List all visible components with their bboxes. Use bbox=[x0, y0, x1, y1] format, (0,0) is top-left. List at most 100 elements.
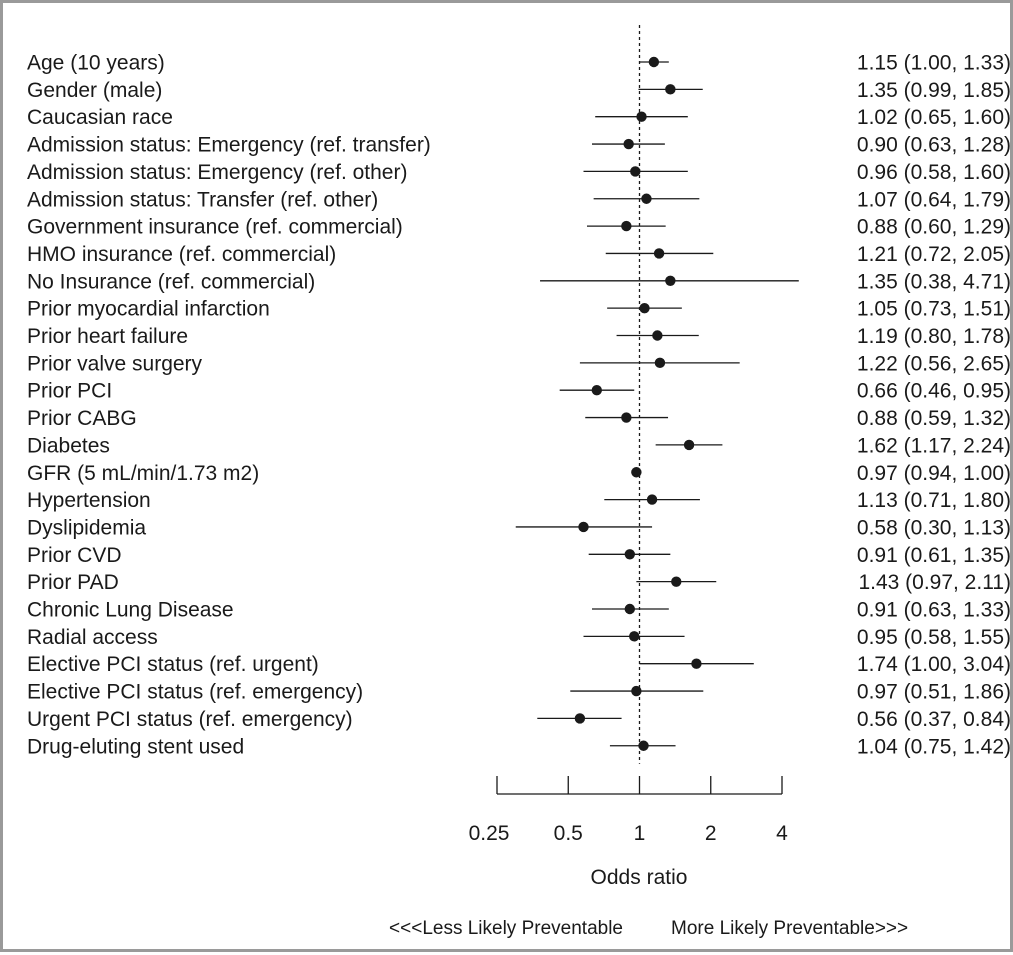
estimate-label: 1.15 (1.00, 1.33) bbox=[857, 52, 1011, 75]
point-estimate bbox=[654, 357, 666, 369]
estimate-label: 1.04 (0.75, 1.42) bbox=[857, 735, 1011, 758]
x-tick-label: 4 bbox=[776, 822, 788, 845]
estimate-label: 0.97 (0.94, 1.00) bbox=[857, 462, 1011, 485]
estimate-label: 1.35 (0.38, 4.71) bbox=[857, 270, 1011, 293]
row-label: Admission status: Emergency (ref. transf… bbox=[27, 134, 431, 157]
point-estimate bbox=[574, 713, 586, 724]
point-estimate bbox=[624, 549, 636, 560]
point-estimate bbox=[652, 330, 663, 341]
rows-layer: Age (10 years) 1.15 (1.00, 1.33) Gender (m… bbox=[27, 52, 1011, 759]
forest-row: Hypertension 1.13 (0.71, 1.80) bbox=[27, 489, 1011, 512]
forest-plot: Age (10 years) 1.15 (1.00, 1.33) Gender (m… bbox=[27, 25, 1011, 939]
point-estimate bbox=[631, 467, 642, 478]
point-estimate bbox=[591, 385, 602, 396]
point-estimate bbox=[636, 111, 647, 122]
x-tick-label: 0.5 bbox=[554, 822, 583, 845]
row-label: Admission status: Transfer (ref. other) bbox=[27, 188, 378, 211]
forest-row: Elective PCI status (ref. urgent) 1.74 (1… bbox=[27, 653, 1011, 676]
estimate-label: 0.56 (0.37, 0.84) bbox=[857, 708, 1011, 731]
estimate-label: 0.90 (0.63, 1.28) bbox=[857, 134, 1011, 157]
estimate-label: 0.66 (0.46, 0.95) bbox=[857, 380, 1011, 403]
estimate-label: 0.58 (0.30, 1.13) bbox=[857, 516, 1011, 539]
point-estimate bbox=[630, 166, 641, 177]
forest-row: Elective PCI status (ref. emergency) 0.97… bbox=[27, 681, 1011, 704]
point-estimate bbox=[631, 685, 642, 697]
point-estimate bbox=[648, 56, 660, 68]
row-label: Chronic Lung Disease bbox=[27, 599, 234, 622]
row-label: Prior myocardial infarction bbox=[27, 298, 270, 321]
estimate-label: 1.13 (0.71, 1.80) bbox=[857, 489, 1011, 512]
estimate-label: 1.02 (0.65, 1.60) bbox=[857, 106, 1011, 129]
forest-row: Government insurance (ref. commercial) 0.… bbox=[27, 216, 1011, 239]
forest-row: Dyslipidemia 0.58 (0.30, 1.13) bbox=[27, 516, 1011, 539]
row-label: Prior PCI bbox=[27, 380, 112, 403]
row-label: Admission status: Emergency (ref. other) bbox=[27, 161, 407, 184]
point-estimate bbox=[646, 494, 658, 505]
forest-row: Prior myocardial infarction 1.05 (0.73, 1… bbox=[27, 298, 1011, 321]
row-label: Elective PCI status (ref. emergency) bbox=[27, 681, 363, 704]
estimate-label: 1.21 (0.72, 2.05) bbox=[857, 243, 1011, 266]
row-label: Drug-eluting stent used bbox=[27, 735, 244, 758]
row-label: Prior valve surgery bbox=[27, 352, 203, 375]
point-estimate bbox=[641, 193, 652, 204]
row-label: Radial access bbox=[27, 626, 158, 649]
point-estimate bbox=[638, 740, 649, 751]
row-label: Gender (male) bbox=[27, 79, 162, 102]
point-estimate bbox=[624, 603, 636, 615]
point-estimate bbox=[629, 631, 640, 642]
estimate-label: 1.35 (0.99, 1.85) bbox=[857, 79, 1011, 102]
row-label: Dyslipidemia bbox=[27, 516, 146, 539]
estimate-label: 0.91 (0.61, 1.35) bbox=[857, 544, 1011, 567]
forest-row: Caucasian race 1.02 (0.65, 1.60) bbox=[27, 106, 1011, 129]
forest-row: Diabetes 1.62 (1.17, 2.24) bbox=[27, 434, 1011, 457]
estimate-label: 1.07 (0.64, 1.79) bbox=[857, 188, 1011, 211]
point-estimate bbox=[665, 275, 676, 286]
point-estimate bbox=[639, 302, 650, 314]
forest-row: Admission status: Emergency (ref. other)… bbox=[27, 161, 1011, 184]
row-label: Prior PAD bbox=[27, 571, 119, 594]
x-axis-title: Odds ratio bbox=[591, 866, 688, 889]
estimate-label: 1.19 (0.80, 1.78) bbox=[857, 325, 1011, 348]
forest-row: Drug-eluting stent used 1.04 (0.75, 1.42) bbox=[27, 735, 1011, 758]
estimate-label: 1.74 (1.00, 3.04) bbox=[857, 653, 1011, 676]
x-tick-label: 2 bbox=[705, 822, 717, 845]
estimate-label: 1.62 (1.17, 2.24) bbox=[857, 434, 1011, 457]
forest-row: Age (10 years) 1.15 (1.00, 1.33) bbox=[27, 52, 1011, 75]
estimate-label: 0.88 (0.59, 1.32) bbox=[857, 407, 1011, 430]
forest-row: Prior PAD 1.43 (0.97, 2.11) bbox=[27, 571, 1011, 594]
point-estimate bbox=[671, 576, 682, 587]
x-tick-label: 1 bbox=[634, 822, 646, 845]
row-label: GFR (5 mL/min/1.73 m2) bbox=[27, 462, 259, 485]
forest-row: Admission status: Emergency (ref. transf… bbox=[27, 134, 1011, 157]
row-label: Prior heart failure bbox=[27, 325, 188, 348]
forest-row: HMO insurance (ref. commercial) 1.21 (0.7… bbox=[27, 243, 1011, 266]
estimate-label: 1.05 (0.73, 1.51) bbox=[857, 298, 1011, 321]
forest-row: Prior valve surgery 1.22 (0.56, 2.65) bbox=[27, 352, 1011, 375]
row-label: Government insurance (ref. commercial) bbox=[27, 216, 403, 239]
forest-row: Gender (male) 1.35 (0.99, 1.85) bbox=[27, 79, 1011, 102]
point-estimate bbox=[665, 84, 676, 95]
estimate-label: 1.22 (0.56, 2.65) bbox=[857, 352, 1011, 375]
x-tick-label: 0.25 bbox=[469, 822, 510, 845]
forest-row: Admission status: Transfer (ref. other) 1… bbox=[27, 188, 1011, 211]
row-label: Diabetes bbox=[27, 434, 110, 457]
row-label: Hypertension bbox=[27, 489, 151, 512]
forest-row: Prior PCI 0.66 (0.46, 0.95) bbox=[27, 380, 1011, 403]
direction-label-left: <<<Less Likely Preventable bbox=[389, 918, 623, 939]
estimate-label: 1.43 (0.97, 2.11) bbox=[858, 571, 1011, 594]
point-estimate bbox=[578, 521, 589, 533]
row-label: Prior CVD bbox=[27, 544, 122, 567]
row-label: Elective PCI status (ref. urgent) bbox=[27, 653, 319, 676]
point-estimate bbox=[623, 138, 634, 150]
row-label: HMO insurance (ref. commercial) bbox=[27, 243, 336, 266]
estimate-label: 0.97 (0.51, 1.86) bbox=[857, 681, 1011, 704]
forest-row: Urgent PCI status (ref. emergency) 0.56 (… bbox=[27, 708, 1011, 731]
estimate-label: 0.91 (0.63, 1.33) bbox=[857, 599, 1011, 622]
row-label: Prior CABG bbox=[27, 407, 137, 430]
forest-row: Chronic Lung Disease 0.91 (0.63, 1.33) bbox=[27, 599, 1011, 622]
direction-label-right: More Likely Preventable>>> bbox=[671, 918, 908, 939]
x-axis: 0.25 0.5 1 2 4 bbox=[469, 776, 788, 845]
forest-row: Prior CVD 0.91 (0.61, 1.35) bbox=[27, 544, 1011, 567]
row-label: No Insurance (ref. commercial) bbox=[27, 270, 315, 293]
